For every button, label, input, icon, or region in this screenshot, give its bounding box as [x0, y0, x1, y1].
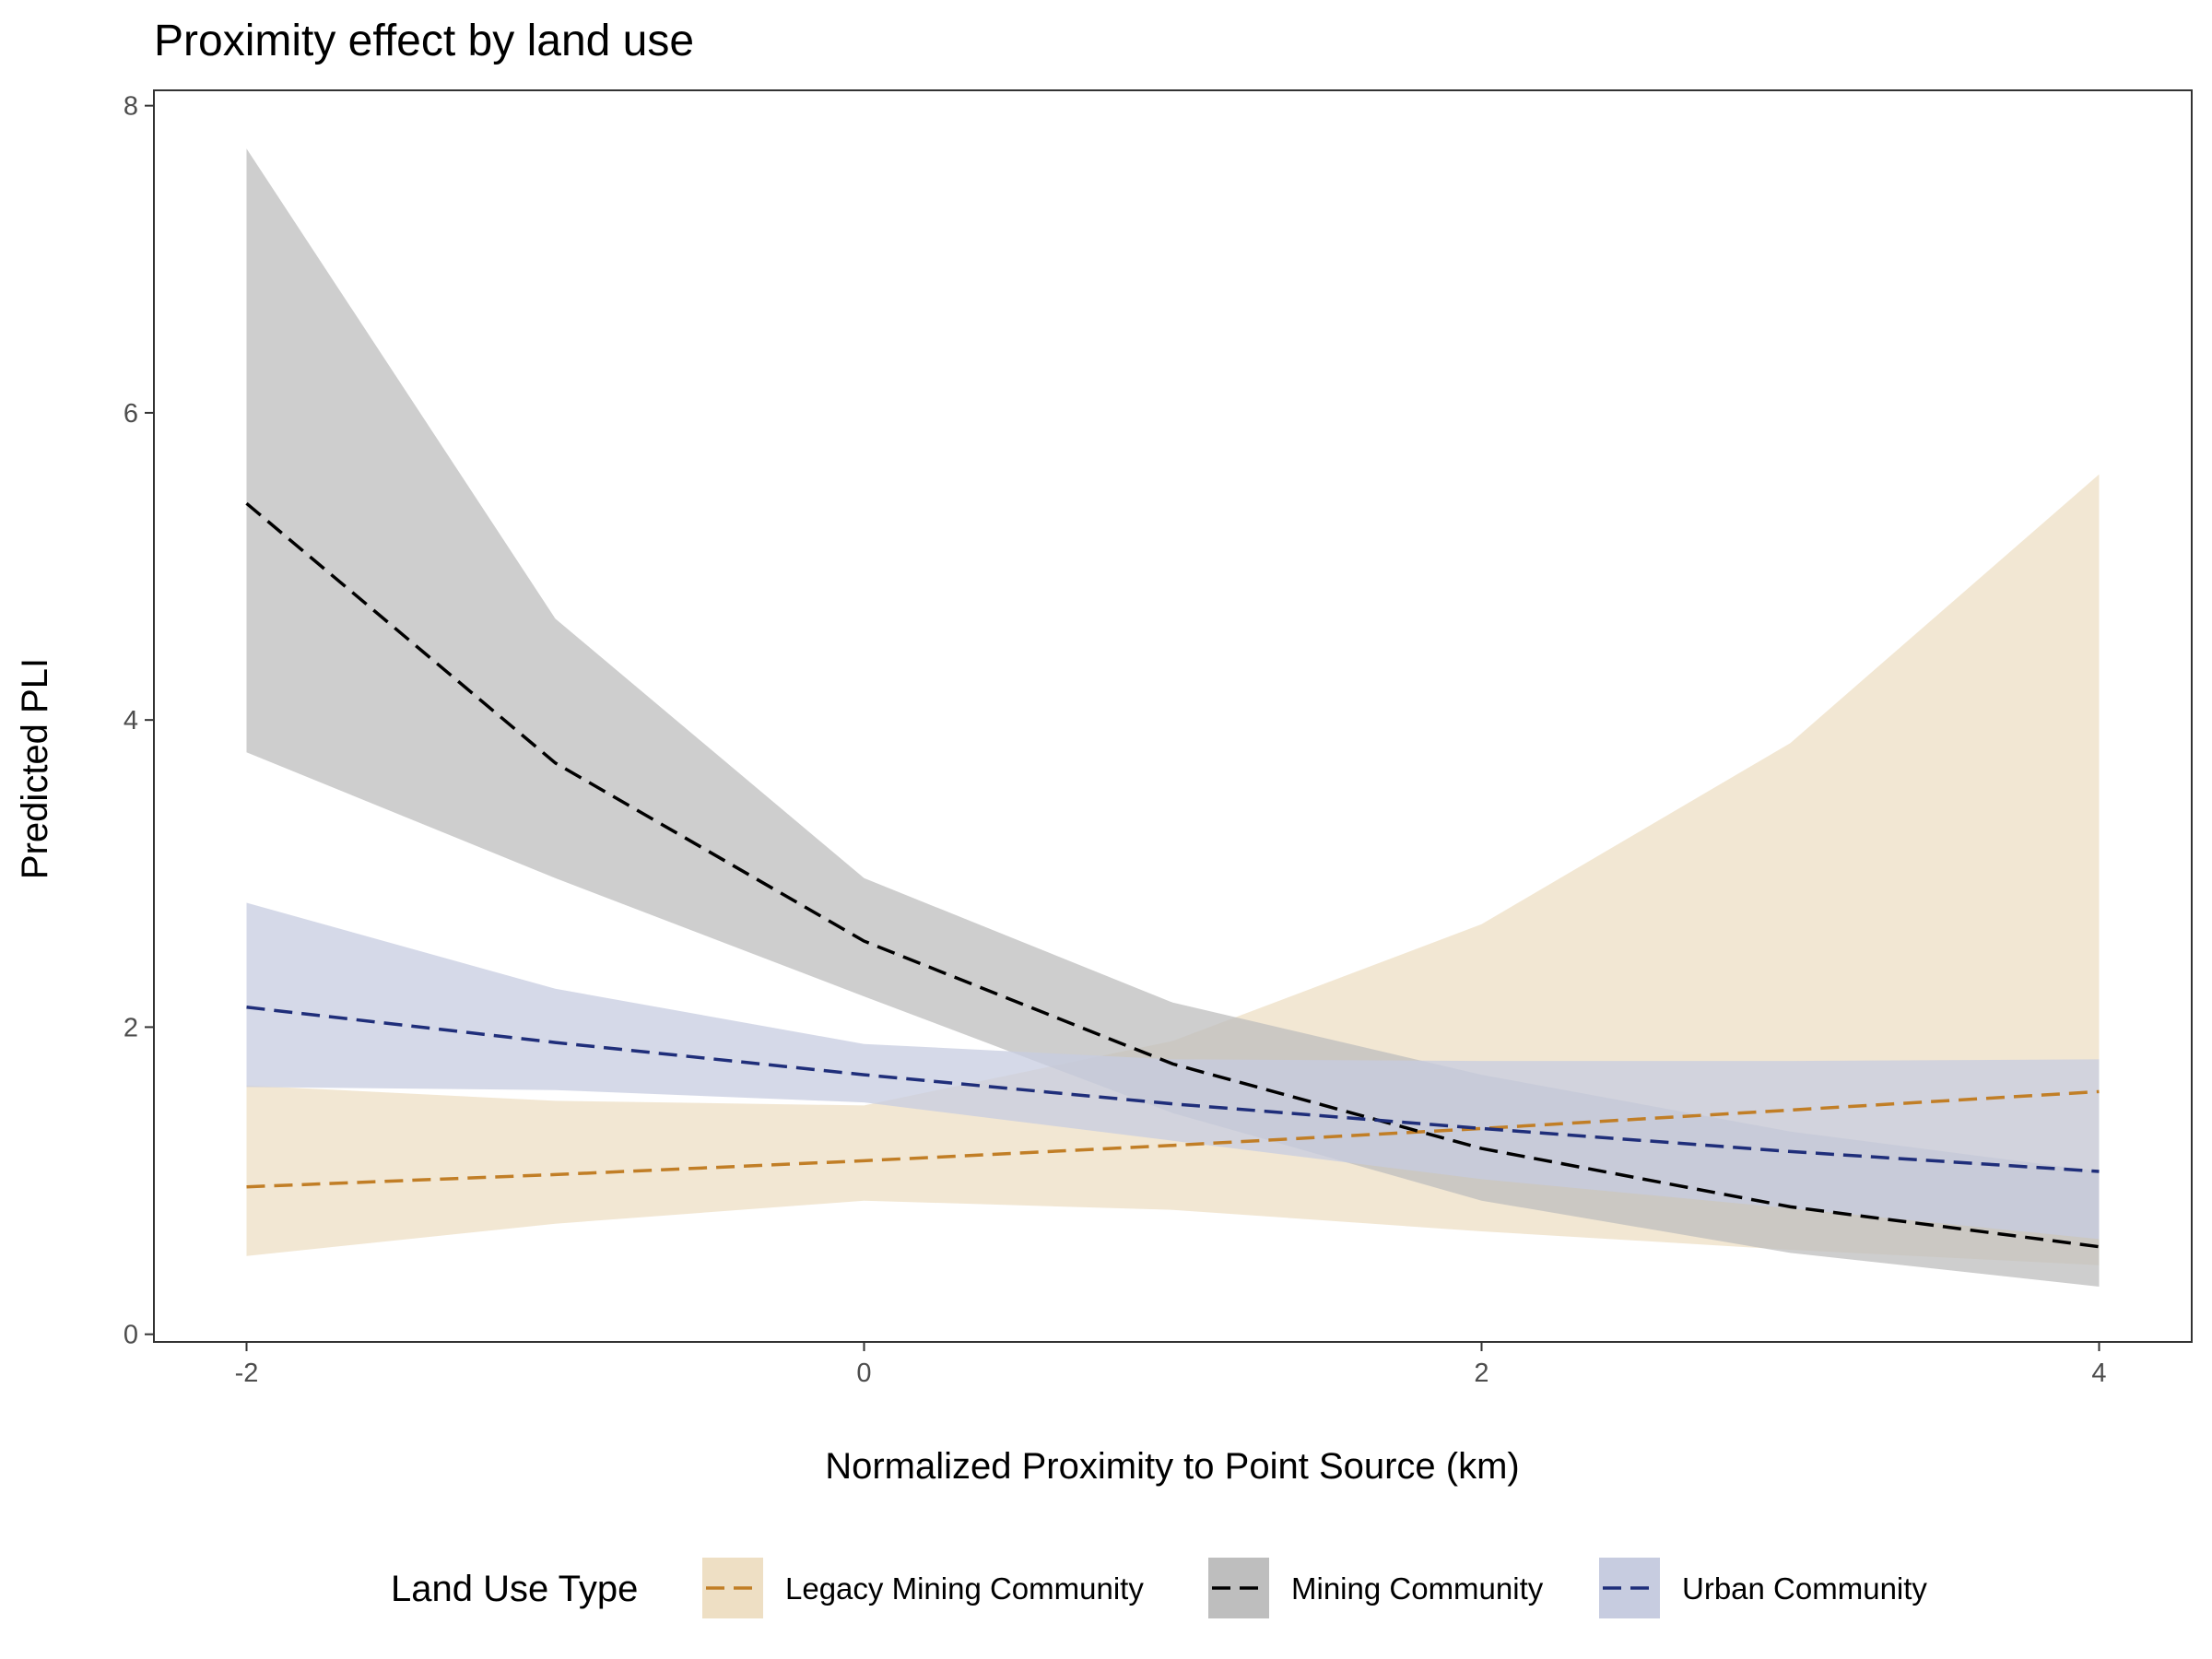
legend-item-mining-community: Mining Community	[1208, 1558, 1544, 1618]
line-urban-community	[246, 1006, 2100, 1173]
y-tick-label: 4	[124, 706, 138, 735]
x-axis-title: Normalized Proximity to Point Source (km…	[825, 1446, 1520, 1487]
x-tick-label: 2	[1474, 1359, 1488, 1388]
x-tick-label: 4	[2091, 1359, 2106, 1388]
confidence-bands	[246, 148, 2100, 1287]
legend-item-urban-community: Urban Community	[1599, 1558, 1927, 1618]
line-legacy-mining-community	[246, 1089, 2100, 1189]
y-tick-label: 0	[124, 1321, 138, 1350]
chart-title: Proximity effect by land use	[154, 17, 694, 65]
y-tick-label: 2	[124, 1013, 138, 1042]
series-lines	[245, 501, 2100, 1249]
y-axis-title: Predicted PLI	[15, 658, 55, 879]
y-axis: 0 2 4 6 8	[124, 92, 154, 1350]
legend: Land Use Type Legacy Mining Community Min…	[391, 1558, 1927, 1618]
legend-title: Land Use Type	[391, 1569, 638, 1609]
x-axis: -2 0 2 4	[235, 1342, 2107, 1388]
legend-label: Mining Community	[1291, 1571, 1544, 1606]
legend-label: Legacy Mining Community	[785, 1571, 1144, 1606]
band-urban-community	[246, 902, 2100, 1240]
y-tick-label: 8	[124, 92, 138, 122]
x-tick-label: 0	[856, 1359, 871, 1388]
x-tick-label: -2	[235, 1359, 259, 1388]
legend-label: Urban Community	[1682, 1571, 1927, 1606]
legend-items: Legacy Mining Community Mining Community U…	[702, 1558, 1927, 1618]
legend-item-legacy-mining-community: Legacy Mining Community	[702, 1558, 1144, 1618]
y-tick-label: 6	[124, 399, 138, 429]
line-mining-community	[245, 501, 2100, 1249]
plot-panel-border	[153, 89, 2193, 1343]
